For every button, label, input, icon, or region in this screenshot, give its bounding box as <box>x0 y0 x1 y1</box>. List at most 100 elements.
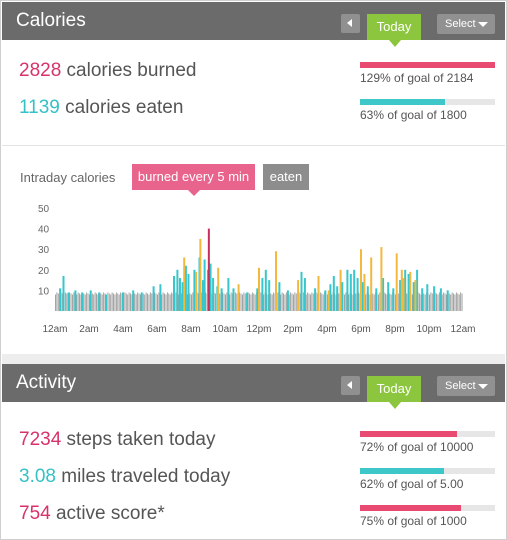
data-bar <box>209 263 212 311</box>
x-tick-label: 4am <box>113 324 132 335</box>
baseline-bar <box>249 293 250 311</box>
baseline-bar <box>451 292 453 311</box>
tab-eaten[interactable]: eaten <box>263 164 309 190</box>
baseline-bar <box>295 293 297 311</box>
baseline-bar <box>60 292 62 311</box>
data-bar <box>181 282 184 311</box>
miles-progress-fill <box>360 468 444 474</box>
baseline-bar <box>222 292 224 311</box>
data-bar <box>237 284 240 311</box>
baseline-bar <box>277 292 279 311</box>
data-bar <box>339 269 342 311</box>
tab-pointer-icon <box>188 190 200 196</box>
baseline-bar <box>344 294 345 311</box>
data-bar <box>227 278 230 311</box>
data-bar <box>426 284 429 311</box>
activity-prev-day-button[interactable] <box>341 376 360 395</box>
baseline-bar <box>457 293 459 311</box>
baseline-bar <box>135 294 137 311</box>
baseline-bar <box>117 293 119 311</box>
data-bar <box>395 253 398 311</box>
baseline-bar <box>378 294 379 311</box>
baseline-bar <box>169 294 171 311</box>
data-bar <box>275 251 277 311</box>
baseline-bar <box>355 293 357 311</box>
baseline-bar <box>127 294 129 311</box>
calories-eaten-goal: 63% of goal of 1800 <box>360 99 495 122</box>
tab-burned[interactable]: burned every 5 min <box>132 164 255 196</box>
calories-title: Calories <box>16 10 86 31</box>
data-bar <box>346 269 349 311</box>
baseline-bar <box>290 292 292 311</box>
baseline-bar <box>234 292 236 311</box>
data-bar <box>159 284 162 311</box>
calories-prev-day-button[interactable] <box>341 14 360 33</box>
baseline-bar <box>284 294 286 311</box>
data-bar <box>433 286 436 311</box>
activity-select-label: Select <box>445 380 476 392</box>
baseline-bar <box>158 292 160 311</box>
data-bar <box>152 286 155 311</box>
y-tick-label: 30 <box>38 245 50 256</box>
baseline-bar <box>213 292 215 311</box>
baseline-bar <box>148 294 150 311</box>
baseline-bar <box>288 294 290 311</box>
data-bar <box>256 288 259 311</box>
baseline-bar <box>397 293 399 311</box>
x-tick-label: 12am <box>450 324 475 335</box>
baseline-bar <box>110 294 112 311</box>
baseline-bar <box>83 293 85 311</box>
baseline-bar <box>460 292 462 311</box>
baseline-bar <box>458 294 460 311</box>
score-progress <box>360 505 495 511</box>
data-bar <box>212 278 215 311</box>
steps-progress-fill <box>360 431 458 437</box>
data-bar <box>193 269 196 311</box>
x-tick-label: 12pm <box>246 324 271 335</box>
data-bar <box>382 278 385 311</box>
baseline-bar <box>77 292 79 311</box>
baseline-bar <box>87 293 89 311</box>
baseline-bar <box>390 294 392 311</box>
baseline-bar <box>115 292 117 311</box>
baseline-bar <box>154 292 156 311</box>
baseline-bar <box>151 293 153 311</box>
baseline-bar <box>312 293 314 311</box>
calories-eaten-value: 1139 <box>19 97 60 118</box>
baseline-bar <box>55 294 56 311</box>
baseline-bar <box>140 294 141 311</box>
baseline-bar <box>283 293 284 311</box>
data-bar <box>122 292 124 311</box>
baseline-bar <box>348 294 350 311</box>
activity-select-dropdown[interactable]: Select <box>437 376 495 396</box>
miles-label: miles traveled today <box>55 466 231 487</box>
baseline-bar <box>302 292 304 311</box>
data-bar <box>336 286 339 311</box>
y-tick-label: 10 <box>38 286 50 297</box>
data-bar <box>409 271 412 311</box>
baseline-bar <box>305 294 307 311</box>
score-goal: 75% of goal of 1000 <box>360 505 495 528</box>
baseline-bar <box>97 294 99 311</box>
x-tick-label: 8am <box>181 324 200 335</box>
baseline-bar <box>155 293 157 311</box>
baseline-bar <box>271 294 273 311</box>
baseline-bar <box>161 294 163 311</box>
x-tick-label: 2am <box>79 324 98 335</box>
baseline-bar <box>327 294 328 311</box>
baseline-bar <box>96 293 97 311</box>
baseline-bar <box>281 292 283 311</box>
data-bar <box>375 288 378 311</box>
y-tick-label: 40 <box>38 225 50 236</box>
data-bar <box>370 257 373 311</box>
chart-footer-band <box>2 354 505 364</box>
activity-today-button[interactable]: Today <box>367 376 421 409</box>
baseline-bar <box>69 292 71 311</box>
data-bar <box>176 269 179 311</box>
data-bar <box>178 278 181 311</box>
calories-select-label: Select <box>445 18 476 30</box>
calories-select-dropdown[interactable]: Select <box>437 14 495 34</box>
baseline-bar <box>236 293 238 311</box>
calories-today-button[interactable]: Today <box>367 14 421 47</box>
